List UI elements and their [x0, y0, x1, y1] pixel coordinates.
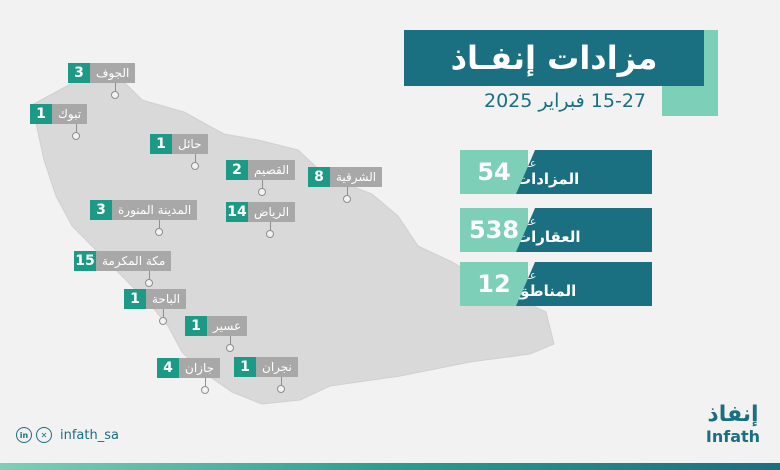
pin-line: [159, 220, 160, 228]
pin-line: [262, 180, 263, 188]
region-pin: [72, 132, 80, 140]
region-count: 2: [226, 160, 248, 180]
region-pin: [258, 188, 266, 196]
social-handle[interactable]: infath_sa: [60, 427, 119, 443]
x-icon[interactable]: ✕: [36, 427, 52, 443]
region-name: الجوف: [90, 63, 136, 83]
region-pin: [111, 91, 119, 99]
page-title: مزادات إنفـاذ: [404, 30, 704, 86]
stat-label: عـدد العقارات: [516, 208, 652, 252]
region-tag-makkah: 15 مكة المكرمة: [74, 251, 172, 271]
stat-label: عـدد المناطق: [516, 262, 652, 306]
stat-auctions: 54 عـدد المزادات: [460, 150, 652, 194]
region-name: جازان: [179, 358, 221, 378]
region-count: 1: [234, 357, 256, 377]
region-count: 3: [68, 63, 90, 83]
region-pin: [191, 162, 199, 170]
region-name: الرياض: [248, 202, 296, 222]
region-pin: [145, 279, 153, 287]
region-pin: [159, 317, 167, 325]
region-name: المدينة المنورة: [112, 200, 198, 220]
logo-english: Infath: [705, 427, 761, 446]
region-name: نجران: [256, 357, 298, 377]
social-links: in ✕ infath_sa: [16, 426, 119, 444]
region-tag-jouf: 3 الجوف: [68, 63, 136, 83]
region-name: مكة المكرمة: [96, 251, 172, 271]
region-tag-riyadh: 14 الرياض: [226, 202, 296, 222]
bottom-accent-bar: [0, 463, 780, 470]
pin-line: [205, 378, 206, 386]
region-pin: [277, 385, 285, 393]
pin-line: [270, 222, 271, 230]
pin-line: [163, 309, 164, 317]
region-tag-madinah: 3 المدينة المنورة: [90, 200, 198, 220]
region-pin: [155, 228, 163, 236]
region-tag-baha: 1 الباحة: [124, 289, 187, 309]
region-count: 15: [74, 251, 96, 271]
region-tag-asir: 1 عسير: [185, 316, 248, 336]
region-tag-qassim: 2 القصيم: [226, 160, 296, 180]
region-name: تبوك: [52, 104, 88, 124]
stat-label-line2: المناطق: [516, 281, 577, 300]
region-tag-sharqia: 8 الشرقية: [308, 167, 383, 187]
pin-line: [195, 154, 196, 162]
stat-label-line2: المزادات: [516, 169, 580, 188]
date-range: 15-27 فبراير 2025: [483, 90, 646, 112]
region-count: 1: [150, 134, 172, 154]
pin-line: [230, 336, 231, 344]
stat-value: 538: [460, 208, 528, 252]
region-pin: [266, 230, 274, 238]
region-name: حائل: [172, 134, 208, 154]
region-count: 14: [226, 202, 248, 222]
region-tag-jazan: 4 جازان: [157, 358, 221, 378]
region-count: 1: [185, 316, 207, 336]
pin-line: [149, 271, 150, 279]
region-count: 8: [308, 167, 330, 187]
stat-label-line2: العقارات: [516, 227, 581, 246]
pin-line: [281, 377, 282, 385]
stat-value: 12: [460, 262, 528, 306]
region-count: 1: [124, 289, 146, 309]
stat-value: 54: [460, 150, 528, 194]
region-pin: [343, 195, 351, 203]
region-count: 4: [157, 358, 179, 378]
region-tag-najran: 1 نجران: [234, 357, 298, 377]
region-count: 1: [30, 104, 52, 124]
logo-arabic: إنفاذ: [707, 402, 759, 427]
infath-logo: إنفاذ Infath: [696, 402, 770, 446]
pin-line: [347, 187, 348, 195]
pin-line: [76, 124, 77, 132]
region-tag-hail: 1 حائل: [150, 134, 208, 154]
region-name: الباحة: [146, 289, 187, 309]
region-pin: [201, 386, 209, 394]
stat-label: عـدد المزادات: [516, 150, 652, 194]
pin-line: [115, 83, 116, 91]
stat-regions: 12 عـدد المناطق: [460, 262, 652, 306]
linkedin-icon[interactable]: in: [16, 427, 32, 443]
region-name: الشرقية: [330, 167, 383, 187]
region-count: 3: [90, 200, 112, 220]
region-name: عسير: [207, 316, 248, 336]
region-name: القصيم: [248, 160, 296, 180]
region-tag-tabuk: 1 تبوك: [30, 104, 88, 124]
region-pin: [226, 344, 234, 352]
stat-properties: 538 عـدد العقارات: [460, 208, 652, 252]
